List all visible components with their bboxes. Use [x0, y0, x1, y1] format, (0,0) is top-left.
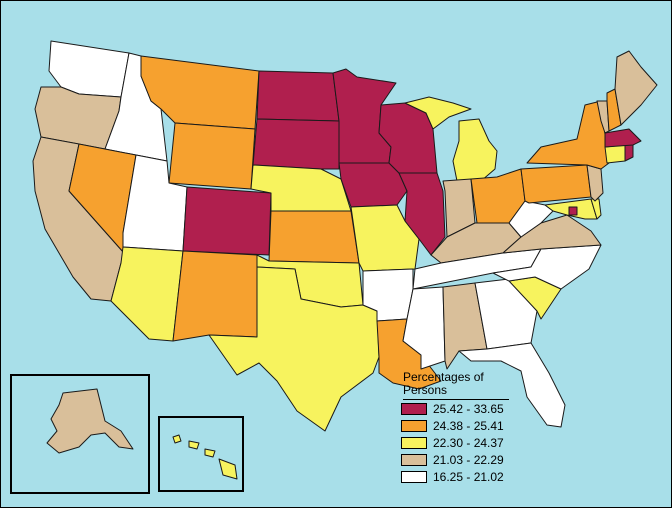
state-new-mexico — [172, 250, 258, 342]
legend-item: 21.03 - 22.29 — [399, 452, 519, 468]
state-georgia — [474, 278, 538, 350]
state-hawaii-2 — [188, 440, 200, 450]
legend-items: 25.42 - 33.65 24.38 - 25.41 22.30 - 24.37 2… — [399, 401, 519, 485]
state-florida — [458, 342, 566, 428]
state-maine — [614, 50, 658, 126]
legend-label: 21.03 - 22.29 — [433, 453, 504, 467]
map-legend: Percentages of Persons 25.42 - 33.65 24.3… — [399, 371, 519, 485]
legend-item: 16.25 - 21.02 — [399, 469, 519, 485]
state-new-york — [526, 100, 610, 170]
legend-label: 24.38 - 25.41 — [433, 419, 504, 433]
state-vermont — [596, 100, 610, 134]
state-alaska — [46, 388, 134, 454]
state-arizona — [110, 246, 184, 342]
state-michigan — [404, 96, 472, 130]
state-michigan-lower — [452, 118, 498, 182]
legend-swatch — [401, 437, 427, 449]
state-massachusetts — [604, 128, 642, 148]
state-north-dakota — [256, 70, 340, 122]
legend-swatch — [401, 420, 427, 432]
legend-item: 22.30 - 24.37 — [399, 435, 519, 451]
legend-swatch — [401, 403, 427, 415]
legend-item: 25.42 - 33.65 — [399, 401, 519, 417]
hawaii-inset-frame — [158, 416, 244, 492]
state-new-hampshire — [606, 88, 622, 132]
legend-swatch — [401, 454, 427, 466]
state-wyoming — [168, 122, 256, 190]
state-rhode-island — [624, 144, 634, 162]
legend-item: 24.38 - 25.41 — [399, 418, 519, 434]
legend-label: 22.30 - 24.37 — [433, 436, 504, 450]
state-kansas — [268, 210, 360, 264]
state-hawaii-3 — [204, 448, 216, 458]
state-missouri — [350, 204, 420, 272]
state-connecticut — [604, 144, 626, 164]
state-hawaii-1 — [172, 434, 182, 444]
state-district-of-columbia — [568, 206, 578, 216]
legend-swatch — [401, 471, 427, 483]
state-pennsylvania — [520, 164, 592, 204]
state-north-carolina — [492, 244, 602, 290]
legend-title: Percentages of Persons — [403, 371, 509, 400]
state-south-dakota — [252, 118, 340, 170]
legend-label: 25.42 - 33.65 — [433, 402, 504, 416]
state-colorado — [182, 186, 272, 256]
state-hawaii-4 — [218, 458, 238, 480]
legend-label: 16.25 - 21.02 — [433, 470, 504, 484]
state-texas — [208, 266, 380, 432]
